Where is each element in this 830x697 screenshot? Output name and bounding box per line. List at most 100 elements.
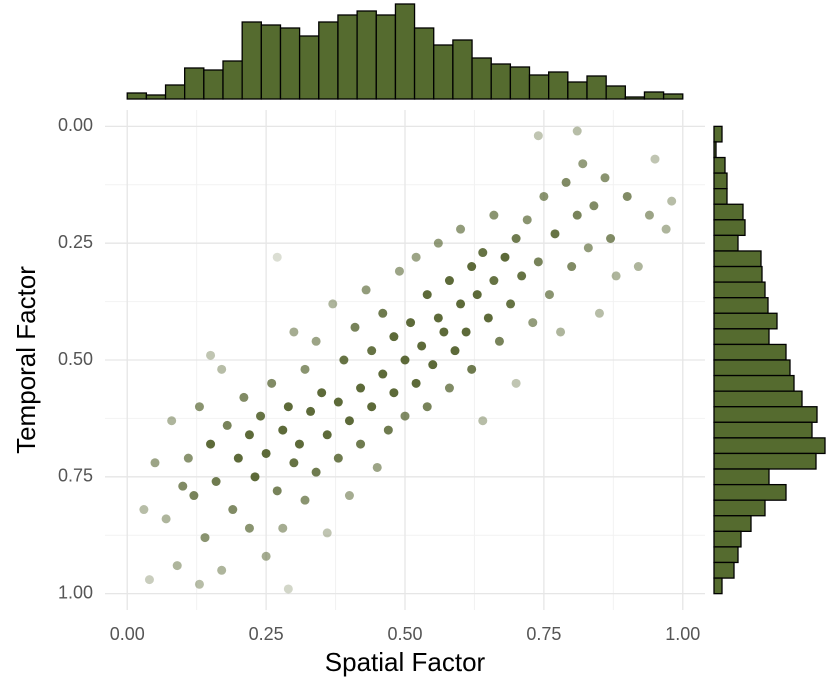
y-tick-label: 0.75 xyxy=(58,466,93,486)
histogram-bar xyxy=(713,297,769,314)
point xyxy=(406,318,416,328)
y-tick-label: 1.00 xyxy=(58,582,93,602)
point xyxy=(539,191,549,201)
point xyxy=(278,425,288,435)
point xyxy=(306,406,316,416)
point xyxy=(272,486,282,496)
point xyxy=(456,299,466,309)
point xyxy=(189,491,199,501)
x-tick-label: 0.00 xyxy=(110,624,145,644)
histogram-bar xyxy=(713,125,723,143)
point xyxy=(194,579,204,589)
histogram-bar xyxy=(318,21,339,100)
point xyxy=(172,561,182,571)
point xyxy=(367,346,377,356)
point xyxy=(378,369,388,379)
histogram-bar xyxy=(713,546,739,564)
histogram-bar xyxy=(605,85,626,100)
point xyxy=(317,388,327,398)
point xyxy=(178,481,188,491)
point xyxy=(589,201,599,211)
point xyxy=(272,252,282,262)
histogram-bar xyxy=(452,39,473,100)
point xyxy=(533,131,543,141)
histogram-bar xyxy=(298,35,320,100)
point xyxy=(572,210,582,220)
point xyxy=(289,458,299,468)
point xyxy=(422,402,432,412)
point xyxy=(461,327,471,337)
point xyxy=(667,196,677,206)
point xyxy=(606,234,616,244)
point xyxy=(211,476,221,486)
point xyxy=(467,262,477,272)
histogram-bar xyxy=(713,468,770,486)
histogram-bar xyxy=(260,24,282,100)
histogram-bar xyxy=(509,66,531,100)
point xyxy=(278,523,288,533)
point xyxy=(572,126,582,136)
point xyxy=(300,495,310,505)
point xyxy=(217,364,227,374)
point xyxy=(433,238,443,248)
point xyxy=(217,565,227,575)
point xyxy=(194,402,204,412)
point xyxy=(294,439,304,449)
histogram-bar xyxy=(713,577,723,595)
point xyxy=(578,159,588,169)
histogram-bar xyxy=(471,57,492,100)
histogram-bar xyxy=(413,27,435,100)
histogram-bar xyxy=(528,74,550,100)
histogram-bar xyxy=(433,44,454,100)
point xyxy=(450,346,460,356)
histogram-bar xyxy=(241,21,262,100)
point xyxy=(478,248,488,258)
point xyxy=(261,551,271,561)
x-tick-label: 1.00 xyxy=(665,624,700,644)
point xyxy=(239,392,249,402)
point xyxy=(333,453,343,463)
point xyxy=(350,322,360,332)
y-tick-label: 0.25 xyxy=(58,232,93,252)
point xyxy=(378,308,388,318)
histogram-bar xyxy=(713,421,813,439)
point xyxy=(600,173,610,183)
point xyxy=(244,430,254,440)
x-axis-title: Spatial Factor xyxy=(325,647,486,677)
histogram-bar xyxy=(713,530,742,548)
histogram-bar xyxy=(713,265,763,283)
point xyxy=(311,467,321,477)
point xyxy=(222,420,232,430)
histogram-bar xyxy=(184,67,205,100)
point xyxy=(183,453,193,463)
point xyxy=(144,575,154,585)
point xyxy=(206,350,216,360)
y-tick-label: 0.50 xyxy=(58,349,93,369)
point xyxy=(389,332,399,342)
point xyxy=(517,271,527,281)
histogram-bar xyxy=(713,483,787,501)
point xyxy=(506,299,516,309)
point xyxy=(244,523,254,533)
histogram-bar xyxy=(394,3,416,100)
point xyxy=(289,327,299,337)
point xyxy=(228,505,238,515)
histogram-bar xyxy=(713,437,826,455)
point xyxy=(583,243,593,253)
point xyxy=(494,336,504,346)
histogram-bar xyxy=(713,250,762,268)
histogram-bar xyxy=(337,14,358,100)
histogram-bar xyxy=(713,281,766,299)
point xyxy=(250,472,260,482)
histogram-bar xyxy=(279,27,301,100)
point xyxy=(633,262,643,272)
histogram-bar xyxy=(713,172,728,190)
point xyxy=(489,276,499,286)
point xyxy=(161,514,171,524)
point xyxy=(444,276,454,286)
point xyxy=(383,425,393,435)
histogram-bar xyxy=(662,93,684,100)
point xyxy=(661,224,671,234)
